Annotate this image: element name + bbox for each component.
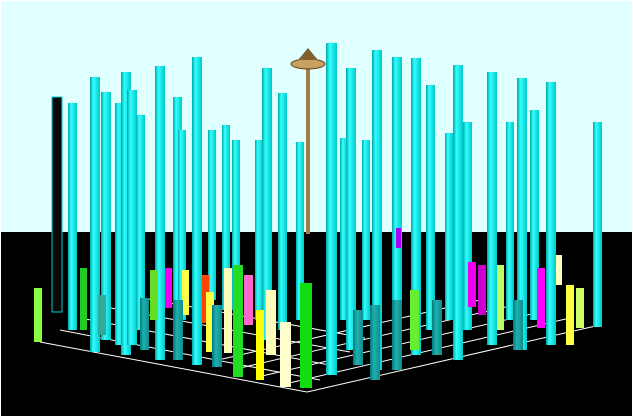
column: [517, 78, 527, 350]
column: [121, 72, 131, 355]
column: [506, 122, 514, 320]
column: [556, 255, 562, 285]
column: [208, 130, 216, 300]
grid-edge: [39, 341, 308, 393]
column: [497, 265, 504, 330]
column: [478, 265, 486, 315]
column: [232, 140, 240, 310]
column: [453, 65, 463, 360]
column: [300, 283, 312, 388]
column: [372, 50, 382, 370]
column: [445, 133, 453, 320]
column: [244, 275, 253, 325]
column: [206, 292, 214, 352]
column: [566, 285, 574, 345]
column: [173, 97, 182, 320]
column: [346, 68, 356, 350]
column: [487, 72, 497, 345]
column: [530, 110, 539, 320]
column: [576, 288, 584, 328]
column: [255, 140, 263, 320]
column: [233, 265, 243, 377]
column: [34, 288, 42, 342]
short-columns: [34, 228, 584, 388]
column: [224, 268, 232, 353]
column: [340, 138, 348, 320]
column: [212, 305, 222, 367]
tower-top: [298, 48, 318, 60]
column: [463, 122, 472, 330]
column: [426, 85, 435, 330]
column: [192, 57, 202, 365]
column: [266, 290, 276, 355]
column: [101, 92, 111, 340]
column: [90, 77, 100, 352]
column: [513, 300, 523, 350]
column: [280, 322, 291, 387]
tower-shaft: [306, 64, 310, 234]
column: [68, 103, 77, 330]
column: [256, 310, 264, 380]
column: [178, 130, 186, 320]
column: [296, 142, 304, 320]
column: [98, 295, 106, 335]
column: [165, 268, 172, 308]
column: [115, 103, 124, 345]
column: [537, 268, 545, 328]
column: [182, 270, 189, 315]
column: [396, 228, 401, 248]
column: [546, 82, 556, 345]
column: [432, 300, 442, 355]
column: [155, 66, 165, 360]
column: [51, 96, 63, 313]
column: [262, 68, 272, 340]
column: [468, 262, 476, 307]
column: [173, 300, 183, 360]
column: [127, 90, 137, 345]
column: [136, 115, 145, 330]
column: [410, 290, 419, 350]
column: [362, 140, 370, 320]
column: [140, 298, 149, 350]
column: [80, 268, 87, 330]
column: [150, 270, 158, 320]
column: [593, 122, 602, 327]
tower: [290, 48, 326, 234]
column: [370, 305, 380, 380]
column: [392, 57, 402, 345]
tower-saucer: [290, 58, 326, 70]
column: [202, 275, 209, 323]
column: [392, 300, 402, 370]
column: [278, 93, 287, 330]
column: [222, 125, 230, 310]
column: [411, 58, 421, 355]
tall-columns: [51, 43, 602, 375]
column: [353, 310, 363, 365]
column: [326, 43, 337, 375]
